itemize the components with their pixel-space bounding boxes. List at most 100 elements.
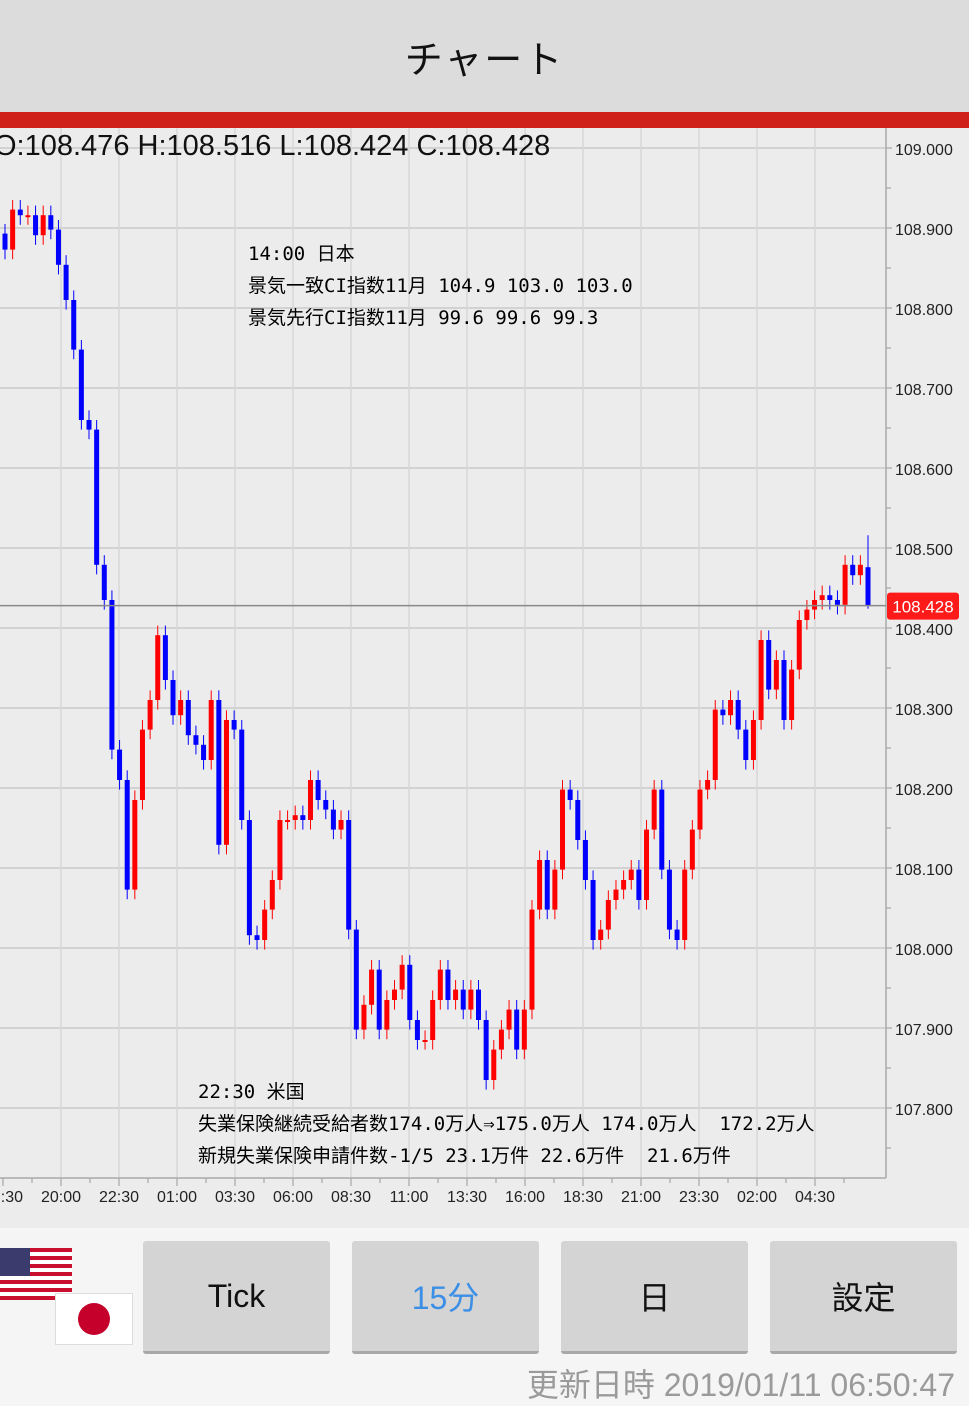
candle-body xyxy=(262,909,268,940)
candle-body xyxy=(376,969,382,1030)
candle-body xyxy=(78,349,84,420)
15min-button[interactable]: 15分 xyxy=(352,1241,539,1354)
candle-body xyxy=(850,564,856,576)
candle-body xyxy=(223,720,229,845)
y-tick-label: 108.900 xyxy=(895,222,953,239)
candlestick-chart[interactable]: 109.000 108.900 108.800 108.700 108.600 108.5… xyxy=(0,128,969,1228)
japan-flag-icon[interactable] xyxy=(55,1293,133,1345)
candle-body xyxy=(414,1020,420,1040)
candle-body xyxy=(827,595,833,600)
candle-body xyxy=(307,780,313,820)
candle-body xyxy=(124,780,130,890)
x-tick-label: 04:30 xyxy=(795,1189,835,1206)
event-heading: 14:00 日本 xyxy=(248,243,355,265)
candle-body xyxy=(33,215,39,236)
candle-body xyxy=(789,669,795,720)
candle-body xyxy=(529,909,535,1010)
x-tick-label: 03:30 xyxy=(215,1189,255,1206)
candle-body xyxy=(834,600,840,605)
candle-body xyxy=(155,635,161,700)
candle-body xyxy=(17,209,23,216)
candle-body xyxy=(246,820,252,936)
candle-body xyxy=(842,564,848,605)
candle-body xyxy=(170,680,176,716)
candle-body xyxy=(101,564,107,600)
chart-canvas[interactable]: 109.000 108.900 108.800 108.700 108.600 108.5… xyxy=(0,128,969,1228)
page-title: チャート xyxy=(404,37,565,82)
updated-timestamp: 更新日時 2019/01/11 06:50:47 xyxy=(526,1367,955,1403)
candle-body xyxy=(590,880,596,940)
candle-body xyxy=(2,233,8,250)
event-line: 失業保険継続受給者数174.0万人⇒175.0万人 174.0万人 172.2万… xyxy=(198,1113,815,1135)
candle-body xyxy=(743,729,749,760)
candle-body xyxy=(453,989,459,1000)
candle-body xyxy=(285,820,291,822)
tick-button[interactable]: Tick xyxy=(143,1241,330,1354)
candle-body xyxy=(445,969,451,1000)
candle-body xyxy=(231,720,237,730)
candle-body xyxy=(361,1004,367,1030)
candle-body xyxy=(407,964,413,1020)
us-flag-icon[interactable] xyxy=(0,1248,72,1300)
candle-body xyxy=(735,700,741,730)
y-tick-label: 109.000 xyxy=(895,142,953,159)
candle-body xyxy=(71,300,77,350)
x-tick-label: 11:00 xyxy=(390,1189,429,1206)
y-tick-label: 107.900 xyxy=(895,1022,953,1039)
candle-body xyxy=(48,215,54,230)
event-line: 景気一致CI指数11月 104.9 103.0 103.0 xyxy=(248,275,633,297)
candle-body xyxy=(239,729,245,820)
candle-body xyxy=(185,700,191,736)
candle-body xyxy=(697,789,703,830)
candle-body xyxy=(537,860,543,910)
candle-body xyxy=(682,869,688,940)
x-tick-label: 22:30 xyxy=(99,1189,139,1206)
candle-body xyxy=(758,640,764,720)
candle-body xyxy=(109,600,115,750)
candle-body xyxy=(422,1040,428,1042)
candle-body xyxy=(552,869,558,910)
settings-button[interactable]: 設定 xyxy=(770,1241,957,1354)
app-header: チャート xyxy=(0,0,969,112)
candle-body xyxy=(476,989,482,1020)
candle-body xyxy=(598,929,604,940)
candle-body xyxy=(254,935,260,940)
x-tick-label: 20:00 xyxy=(41,1189,81,1206)
candle-body xyxy=(560,789,566,870)
candle-body xyxy=(94,429,100,565)
y-tick-label: 108.100 xyxy=(895,862,953,879)
candle-body xyxy=(865,567,871,606)
x-tick-label: 02:00 xyxy=(737,1189,777,1206)
candle-body xyxy=(269,880,275,910)
x-tick-label: 18:30 xyxy=(563,1189,603,1206)
y-tick-label: 108.300 xyxy=(895,702,953,719)
y-tick-label: 108.500 xyxy=(895,542,953,559)
y-tick-label: 108.400 xyxy=(895,622,953,639)
candle-body xyxy=(315,780,321,800)
x-tick-label: 13:30 xyxy=(447,1189,487,1206)
candle-body xyxy=(63,264,69,300)
candle-body xyxy=(292,815,298,820)
candle-body xyxy=(498,1029,504,1050)
candle-body xyxy=(773,660,779,690)
candle-body xyxy=(567,789,573,800)
y-tick-label: 108.700 xyxy=(895,382,953,399)
candle-body xyxy=(621,880,627,890)
y-tick-label: 108.600 xyxy=(895,462,953,479)
candle-body xyxy=(582,840,588,880)
candle-body xyxy=(728,700,734,716)
x-tick-label: 17:30 xyxy=(0,1189,23,1206)
daily-button[interactable]: 日 xyxy=(561,1241,748,1354)
x-tick-label: 21:00 xyxy=(621,1189,661,1206)
y-tick-label: 107.800 xyxy=(895,1102,953,1119)
candle-body xyxy=(139,729,145,800)
ohlc-readout: O:108.476 H:108.516 L:108.424 C:108.428 xyxy=(0,130,551,162)
candle-body xyxy=(544,860,550,910)
candle-body xyxy=(689,829,695,870)
candle-body xyxy=(605,900,611,930)
x-tick-label: 16:00 xyxy=(505,1189,545,1206)
candle-body xyxy=(781,660,787,720)
candle-body xyxy=(628,869,634,880)
candle-body xyxy=(40,215,46,236)
event-japan: 14:00 日本 景気一致CI指数11月 104.9 103.0 103.0 景気先… xyxy=(248,238,633,334)
